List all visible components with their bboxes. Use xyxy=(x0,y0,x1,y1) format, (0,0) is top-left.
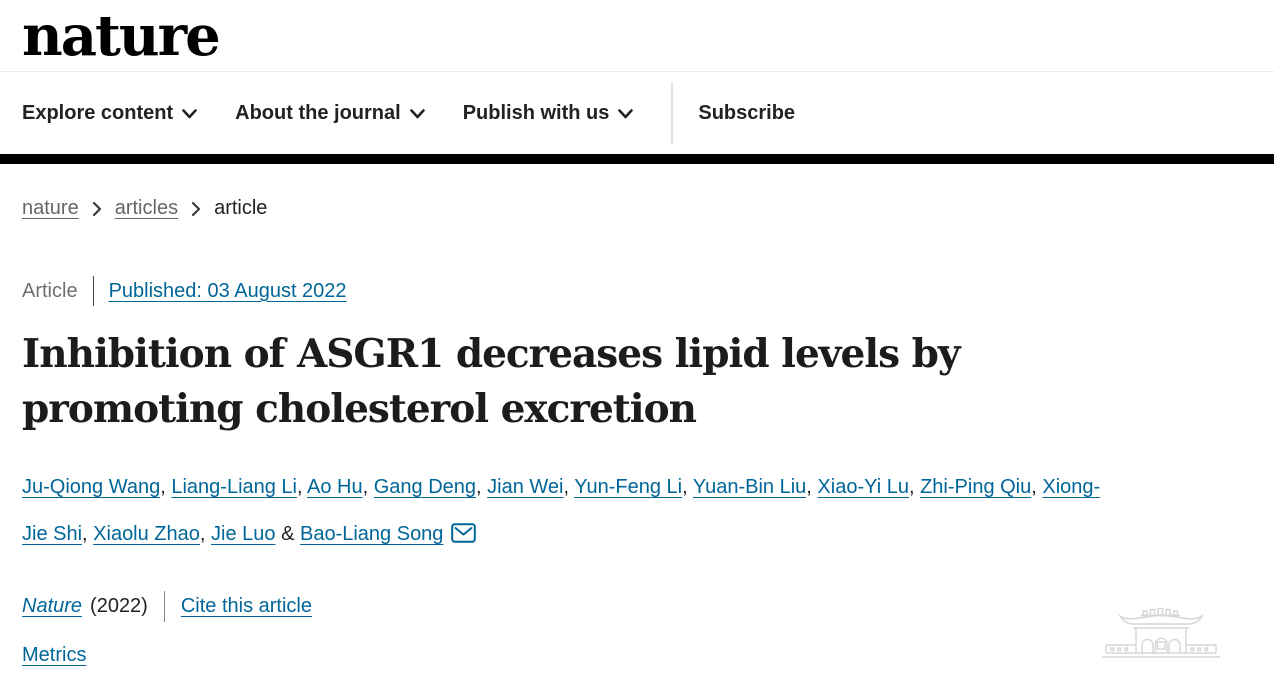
cite-this-article-link[interactable]: Cite this article xyxy=(180,595,312,617)
chevron-right-icon xyxy=(191,201,201,217)
chevron-right-icon xyxy=(92,201,102,217)
article-title: Inhibition of ASGR1 decreases lipid leve… xyxy=(22,331,961,432)
metrics-link[interactable]: Metrics xyxy=(22,644,87,666)
chevron-down-icon xyxy=(618,102,634,125)
author-link[interactable]: Xiong-Jie Shi xyxy=(22,476,1101,545)
nav-explore-content[interactable]: Explore content xyxy=(22,102,197,125)
breadcrumb-articles-link[interactable]: articles xyxy=(114,197,179,219)
envelope-icon[interactable] xyxy=(451,514,477,561)
nav-label: Publish with us xyxy=(462,101,610,124)
author-link[interactable]: Gang Deng xyxy=(373,476,477,498)
header-black-bar xyxy=(0,154,1274,164)
citation-divider xyxy=(163,591,165,622)
nav-about-the-journal[interactable]: About the journal xyxy=(235,102,425,125)
author-link[interactable]: Jian Wei xyxy=(487,476,564,498)
breadcrumb: nature articles article xyxy=(22,164,1274,220)
journal-year: (2022) xyxy=(90,595,148,617)
main-nav: Explore content About the journal Publis… xyxy=(0,72,1274,154)
corresponding-author-link[interactable]: Bao-Liang Song xyxy=(299,523,444,545)
article-meta-row: Article Published: 03 August 2022 xyxy=(22,276,1274,306)
author-link[interactable]: Ao Hu xyxy=(307,476,363,498)
article-header-section: nature articles article Article Publishe… xyxy=(0,164,1274,667)
chevron-down-icon xyxy=(409,102,425,125)
nav-publish-with-us[interactable]: Publish with us xyxy=(463,102,634,125)
author-link[interactable]: Liang-Liang Li xyxy=(171,476,297,498)
author-link[interactable]: Yun-Feng Li xyxy=(574,476,683,498)
article-type-label: Article xyxy=(22,279,78,302)
breadcrumb-current: article xyxy=(214,197,268,219)
nav-divider xyxy=(671,82,674,144)
author-list: Ju-Qiong Wang, Liang-Liang Li, Ao Hu, Ga… xyxy=(22,476,1101,545)
site-header: nature xyxy=(0,0,1274,72)
metrics-row: Metrics xyxy=(22,644,1274,667)
university-gate-watermark xyxy=(1098,600,1224,666)
author-link[interactable]: Xiaolu Zhao xyxy=(93,523,200,545)
author-list-row: Ju-Qiong Wang, Liang-Liang Li, Ao Hu, Ga… xyxy=(22,464,1122,561)
author-link[interactable]: Ju-Qiong Wang xyxy=(22,476,161,498)
author-link[interactable]: Xiao-Yi Lu xyxy=(817,476,909,498)
nav-label: Explore content xyxy=(22,101,174,124)
nature-logo[interactable]: nature xyxy=(22,2,221,69)
published-date-link[interactable]: Published: 03 August 2022 xyxy=(108,279,347,302)
author-link[interactable]: Jie Luo xyxy=(211,523,276,545)
citation-row: Nature (2022) Cite this article xyxy=(22,591,1274,622)
breadcrumb-nature-link[interactable]: nature xyxy=(22,197,79,219)
journal-link[interactable]: Nature xyxy=(22,595,83,617)
nav-label: About the journal xyxy=(235,101,401,124)
author-link[interactable]: Zhi-Ping Qiu xyxy=(920,476,1032,498)
subscribe-link[interactable]: Subscribe xyxy=(698,101,796,124)
author-link[interactable]: Yuan-Bin Liu xyxy=(692,476,807,498)
chevron-down-icon xyxy=(182,102,197,125)
meta-divider xyxy=(92,276,94,306)
